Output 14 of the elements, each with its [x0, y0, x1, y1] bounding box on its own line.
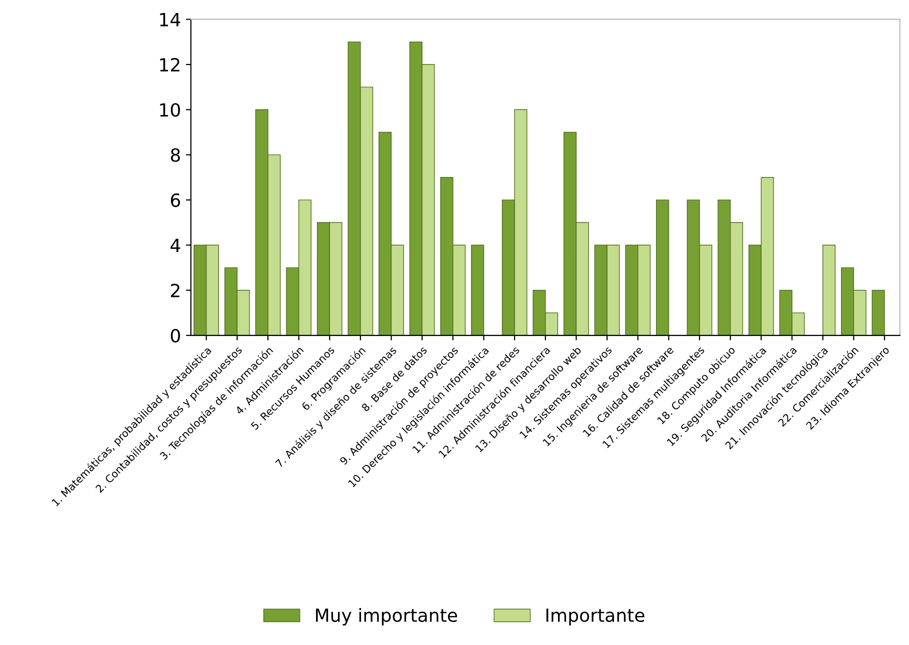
y-tick-label: 4: [170, 238, 180, 252]
y-tick-label: 12: [160, 58, 180, 72]
bar: [872, 290, 885, 336]
y-tick-label: 8: [170, 148, 180, 162]
bar: [822, 244, 836, 336]
y-tick-label: 10: [160, 103, 180, 117]
bar: [471, 244, 484, 336]
y-tick-label: 2: [171, 284, 180, 298]
y-tick-label: 6: [170, 193, 180, 208]
legend-label: Muy importante: [316, 608, 458, 626]
legend-label: Importante: [546, 608, 644, 626]
y-tick-label: 14: [160, 13, 180, 26]
y-tick-label: 0: [170, 328, 180, 343]
bar: [656, 200, 670, 336]
